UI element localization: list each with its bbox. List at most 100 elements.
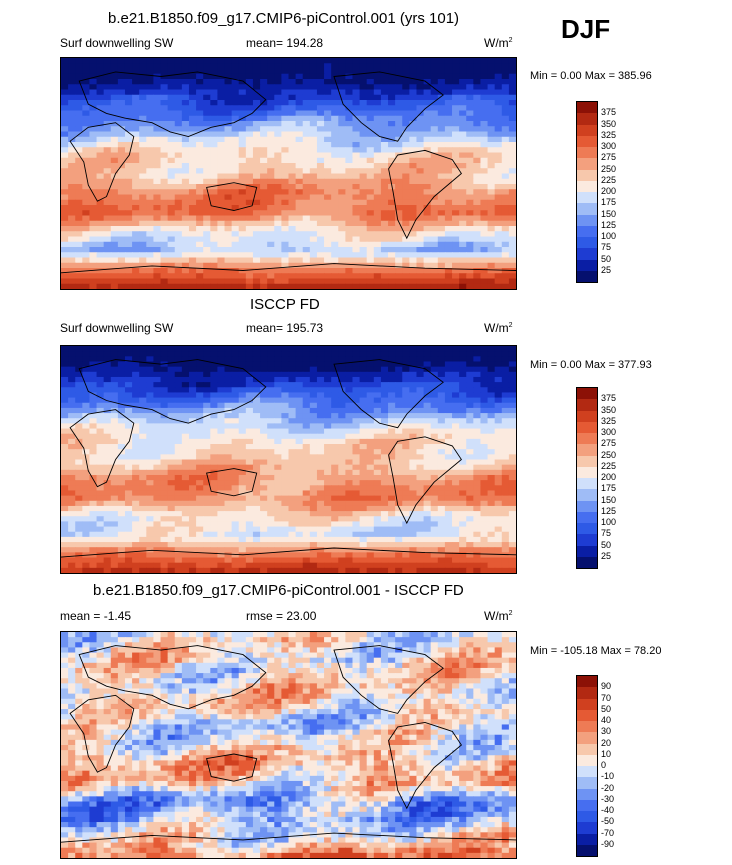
map-cell [224, 376, 233, 383]
map-cell [487, 215, 496, 222]
map-cell [494, 397, 503, 404]
map-cell [217, 157, 226, 164]
map-cell [494, 511, 503, 517]
map-cell [452, 351, 460, 357]
map-cell [494, 220, 503, 227]
map-cell [430, 361, 439, 368]
map-cell [409, 147, 418, 154]
map-cell [338, 105, 346, 112]
map-cell [409, 485, 418, 492]
map-cell [260, 262, 268, 269]
map-cell [324, 94, 332, 101]
map-cell [430, 485, 439, 492]
map-cell [345, 147, 354, 154]
map-cell [409, 454, 418, 461]
map-cell [61, 147, 69, 154]
map-cell [174, 387, 183, 394]
map-cell [352, 79, 361, 85]
map-cell [203, 376, 211, 383]
map-cell [252, 131, 261, 138]
map-cell [345, 84, 354, 91]
map-cell [373, 194, 382, 201]
map-cell [110, 147, 119, 154]
map-cell [501, 418, 510, 424]
map-cell [508, 231, 516, 238]
map-cell [160, 147, 169, 154]
map-cell [380, 469, 389, 476]
map-cell [324, 184, 332, 190]
map-cell [473, 220, 482, 227]
map-cell [487, 257, 496, 264]
map-cell [352, 100, 361, 106]
map-cell [437, 283, 446, 289]
map-cell [423, 94, 432, 101]
map-cell [117, 231, 126, 238]
map-cell [146, 63, 155, 70]
map-cell [153, 500, 162, 507]
map-cell [174, 516, 183, 523]
map-cell [196, 178, 204, 185]
map-cell [430, 131, 439, 138]
map-cell [345, 152, 354, 159]
map-cell [203, 444, 211, 450]
map-cell [252, 490, 261, 497]
map-cell [75, 449, 83, 455]
map-cell [473, 273, 482, 280]
map-cell [132, 361, 140, 368]
map-cell [423, 58, 432, 64]
map-cell [373, 147, 382, 154]
map-cell [217, 147, 226, 154]
map-cell [103, 89, 112, 96]
map-cell [89, 454, 98, 461]
map-cell [153, 157, 162, 164]
map-cell [352, 387, 361, 394]
map-cell [316, 199, 325, 206]
map-cell [459, 168, 467, 175]
map-cell [331, 173, 339, 180]
map-cell [508, 423, 516, 430]
map-cell [494, 469, 503, 476]
map-cell [146, 79, 155, 85]
map-cell [288, 428, 297, 435]
map-cell [217, 115, 226, 122]
map-cell [196, 231, 204, 238]
map-cell [345, 63, 354, 70]
map-cell [466, 397, 474, 404]
map-cell [380, 189, 389, 196]
map-cell [288, 168, 297, 175]
map-cell [181, 449, 190, 455]
map-cell [466, 58, 474, 64]
map-cell [402, 89, 410, 96]
map-cell [124, 505, 133, 512]
map-cell [494, 283, 503, 289]
map-cell [359, 444, 368, 450]
map-cell [274, 397, 282, 404]
map-cell [245, 126, 254, 133]
map-cell [238, 500, 247, 507]
map-cell [167, 178, 176, 185]
map-cell [480, 142, 489, 148]
map-cell [473, 126, 482, 133]
map-cell [416, 511, 425, 517]
map-cell [110, 257, 119, 264]
map-cell [430, 157, 439, 164]
map-cell [75, 121, 83, 127]
map-cell [68, 168, 76, 175]
map-cell [96, 257, 105, 264]
map-cell [402, 231, 410, 238]
map-cell [423, 89, 432, 96]
map-cell [487, 397, 496, 404]
map-cell [295, 63, 304, 70]
map-cell [309, 199, 318, 206]
map-cell [302, 283, 311, 289]
map-cell [117, 110, 126, 117]
map-cell [373, 273, 382, 280]
map-cell [139, 121, 147, 127]
map-cell [501, 205, 510, 211]
map-cell [174, 68, 183, 75]
map-cell [68, 459, 76, 466]
map-cell [331, 194, 339, 201]
map-cell [103, 194, 112, 201]
map-cell [210, 490, 219, 497]
map-cell [124, 428, 133, 435]
